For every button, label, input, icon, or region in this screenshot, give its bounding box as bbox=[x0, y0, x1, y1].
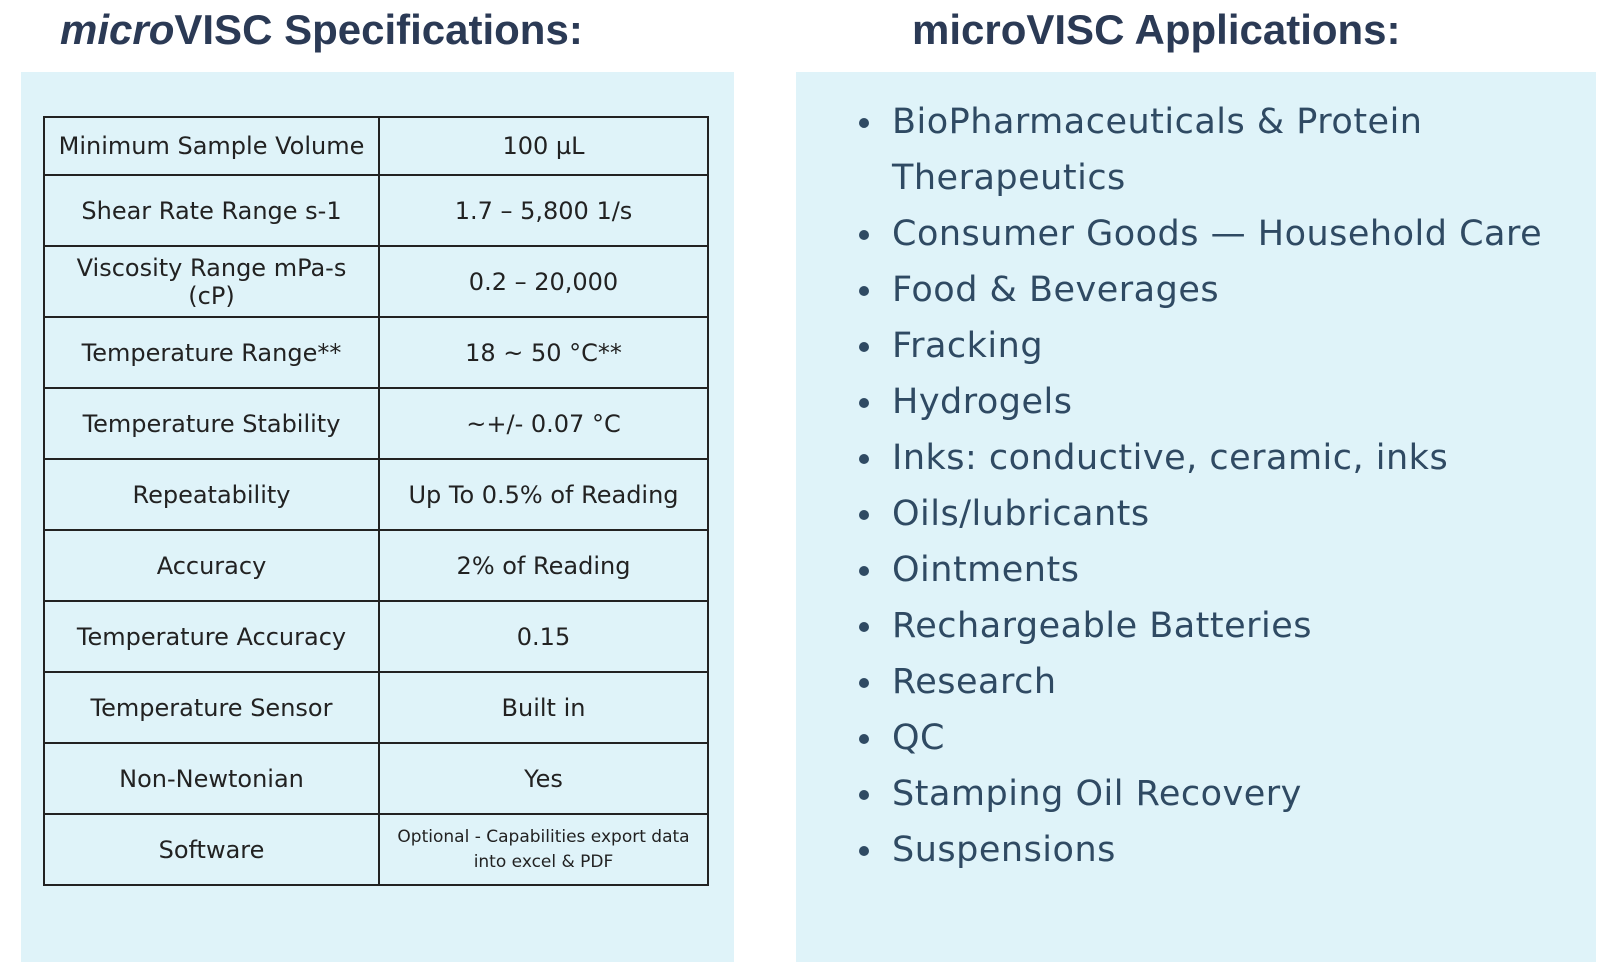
spec-value: 100 µL bbox=[378, 116, 709, 176]
application-item: Food & Beverages bbox=[886, 262, 1576, 318]
spec-value: ~+/- 0.07 °C bbox=[378, 387, 709, 460]
spec-value: 1.7 – 5,800 1/s bbox=[378, 174, 709, 247]
spec-name: Viscosity Range mPa-s (cP) bbox=[43, 245, 380, 318]
spec-name: Accuracy bbox=[43, 529, 380, 602]
spec-name: Temperature Sensor bbox=[43, 671, 380, 744]
title-italic: micro bbox=[60, 6, 175, 53]
spec-value: Up To 0.5% of Reading bbox=[378, 458, 709, 531]
applications-title: microVISC Applications: bbox=[912, 6, 1401, 53]
spec-table: Minimum Sample Volume 100 µL Shear Rate Ra… bbox=[43, 116, 709, 886]
spec-value: 18 ~ 50 °C** bbox=[378, 316, 709, 389]
table-row: Temperature Accuracy 0.15 bbox=[43, 600, 709, 673]
application-item: Fracking bbox=[886, 318, 1576, 374]
table-row: Temperature Stability ~+/- 0.07 °C bbox=[43, 387, 709, 460]
application-item: Consumer Goods — Household Care bbox=[886, 206, 1576, 262]
application-item: Research bbox=[886, 654, 1576, 710]
spec-name: Repeatability bbox=[43, 458, 380, 531]
specifications-title: microVISC Specifications: bbox=[60, 6, 583, 54]
table-row: Non-Newtonian Yes bbox=[43, 742, 709, 815]
spec-name: Shear Rate Range s-1 bbox=[43, 174, 380, 247]
application-item: Hydrogels bbox=[886, 374, 1576, 430]
applications-panel: BioPharmaceuticals & Protein Therapeutic… bbox=[796, 72, 1596, 962]
application-item: Rechargeable Batteries bbox=[886, 598, 1576, 654]
table-row: Repeatability Up To 0.5% of Reading bbox=[43, 458, 709, 531]
spec-value: 2% of Reading bbox=[378, 529, 709, 602]
spec-value: Yes bbox=[378, 742, 709, 815]
spec-name: Minimum Sample Volume bbox=[43, 116, 380, 176]
table-row: Minimum Sample Volume 100 µL bbox=[43, 116, 709, 176]
application-item: Ointments bbox=[886, 542, 1576, 598]
spec-name: Temperature Range** bbox=[43, 316, 380, 389]
table-row: Temperature Sensor Built in bbox=[43, 671, 709, 744]
application-item: Suspensions bbox=[886, 822, 1576, 878]
table-row: Viscosity Range mPa-s (cP) 0.2 – 20,000 bbox=[43, 245, 709, 318]
spec-name: Non-Newtonian bbox=[43, 742, 380, 815]
application-item: Stamping Oil Recovery bbox=[886, 766, 1576, 822]
spec-value: Built in bbox=[378, 671, 709, 744]
spec-name: Temperature Accuracy bbox=[43, 600, 380, 673]
applications-list: BioPharmaceuticals & Protein Therapeutic… bbox=[856, 94, 1576, 878]
spec-name: Software bbox=[43, 813, 380, 886]
application-item: Inks: conductive, ceramic, inks bbox=[886, 430, 1576, 486]
spec-value: 0.2 – 20,000 bbox=[378, 245, 709, 318]
table-row: Software Optional - Capabilities export d… bbox=[43, 813, 709, 886]
application-item: BioPharmaceuticals & Protein Therapeutic… bbox=[886, 94, 1576, 206]
application-item: Oils/lubricants bbox=[886, 486, 1576, 542]
table-row: Temperature Range** 18 ~ 50 °C** bbox=[43, 316, 709, 389]
spec-name: Temperature Stability bbox=[43, 387, 380, 460]
title-rest: VISC Specifications: bbox=[174, 6, 583, 53]
specifications-panel: Minimum Sample Volume 100 µL Shear Rate Ra… bbox=[21, 72, 734, 962]
table-row: Shear Rate Range s-1 1.7 – 5,800 1/s bbox=[43, 174, 709, 247]
spec-value: 0.15 bbox=[378, 600, 709, 673]
spec-value: Optional - Capabilities export data into… bbox=[378, 813, 709, 886]
application-item: QC bbox=[886, 710, 1576, 766]
table-row: Accuracy 2% of Reading bbox=[43, 529, 709, 602]
